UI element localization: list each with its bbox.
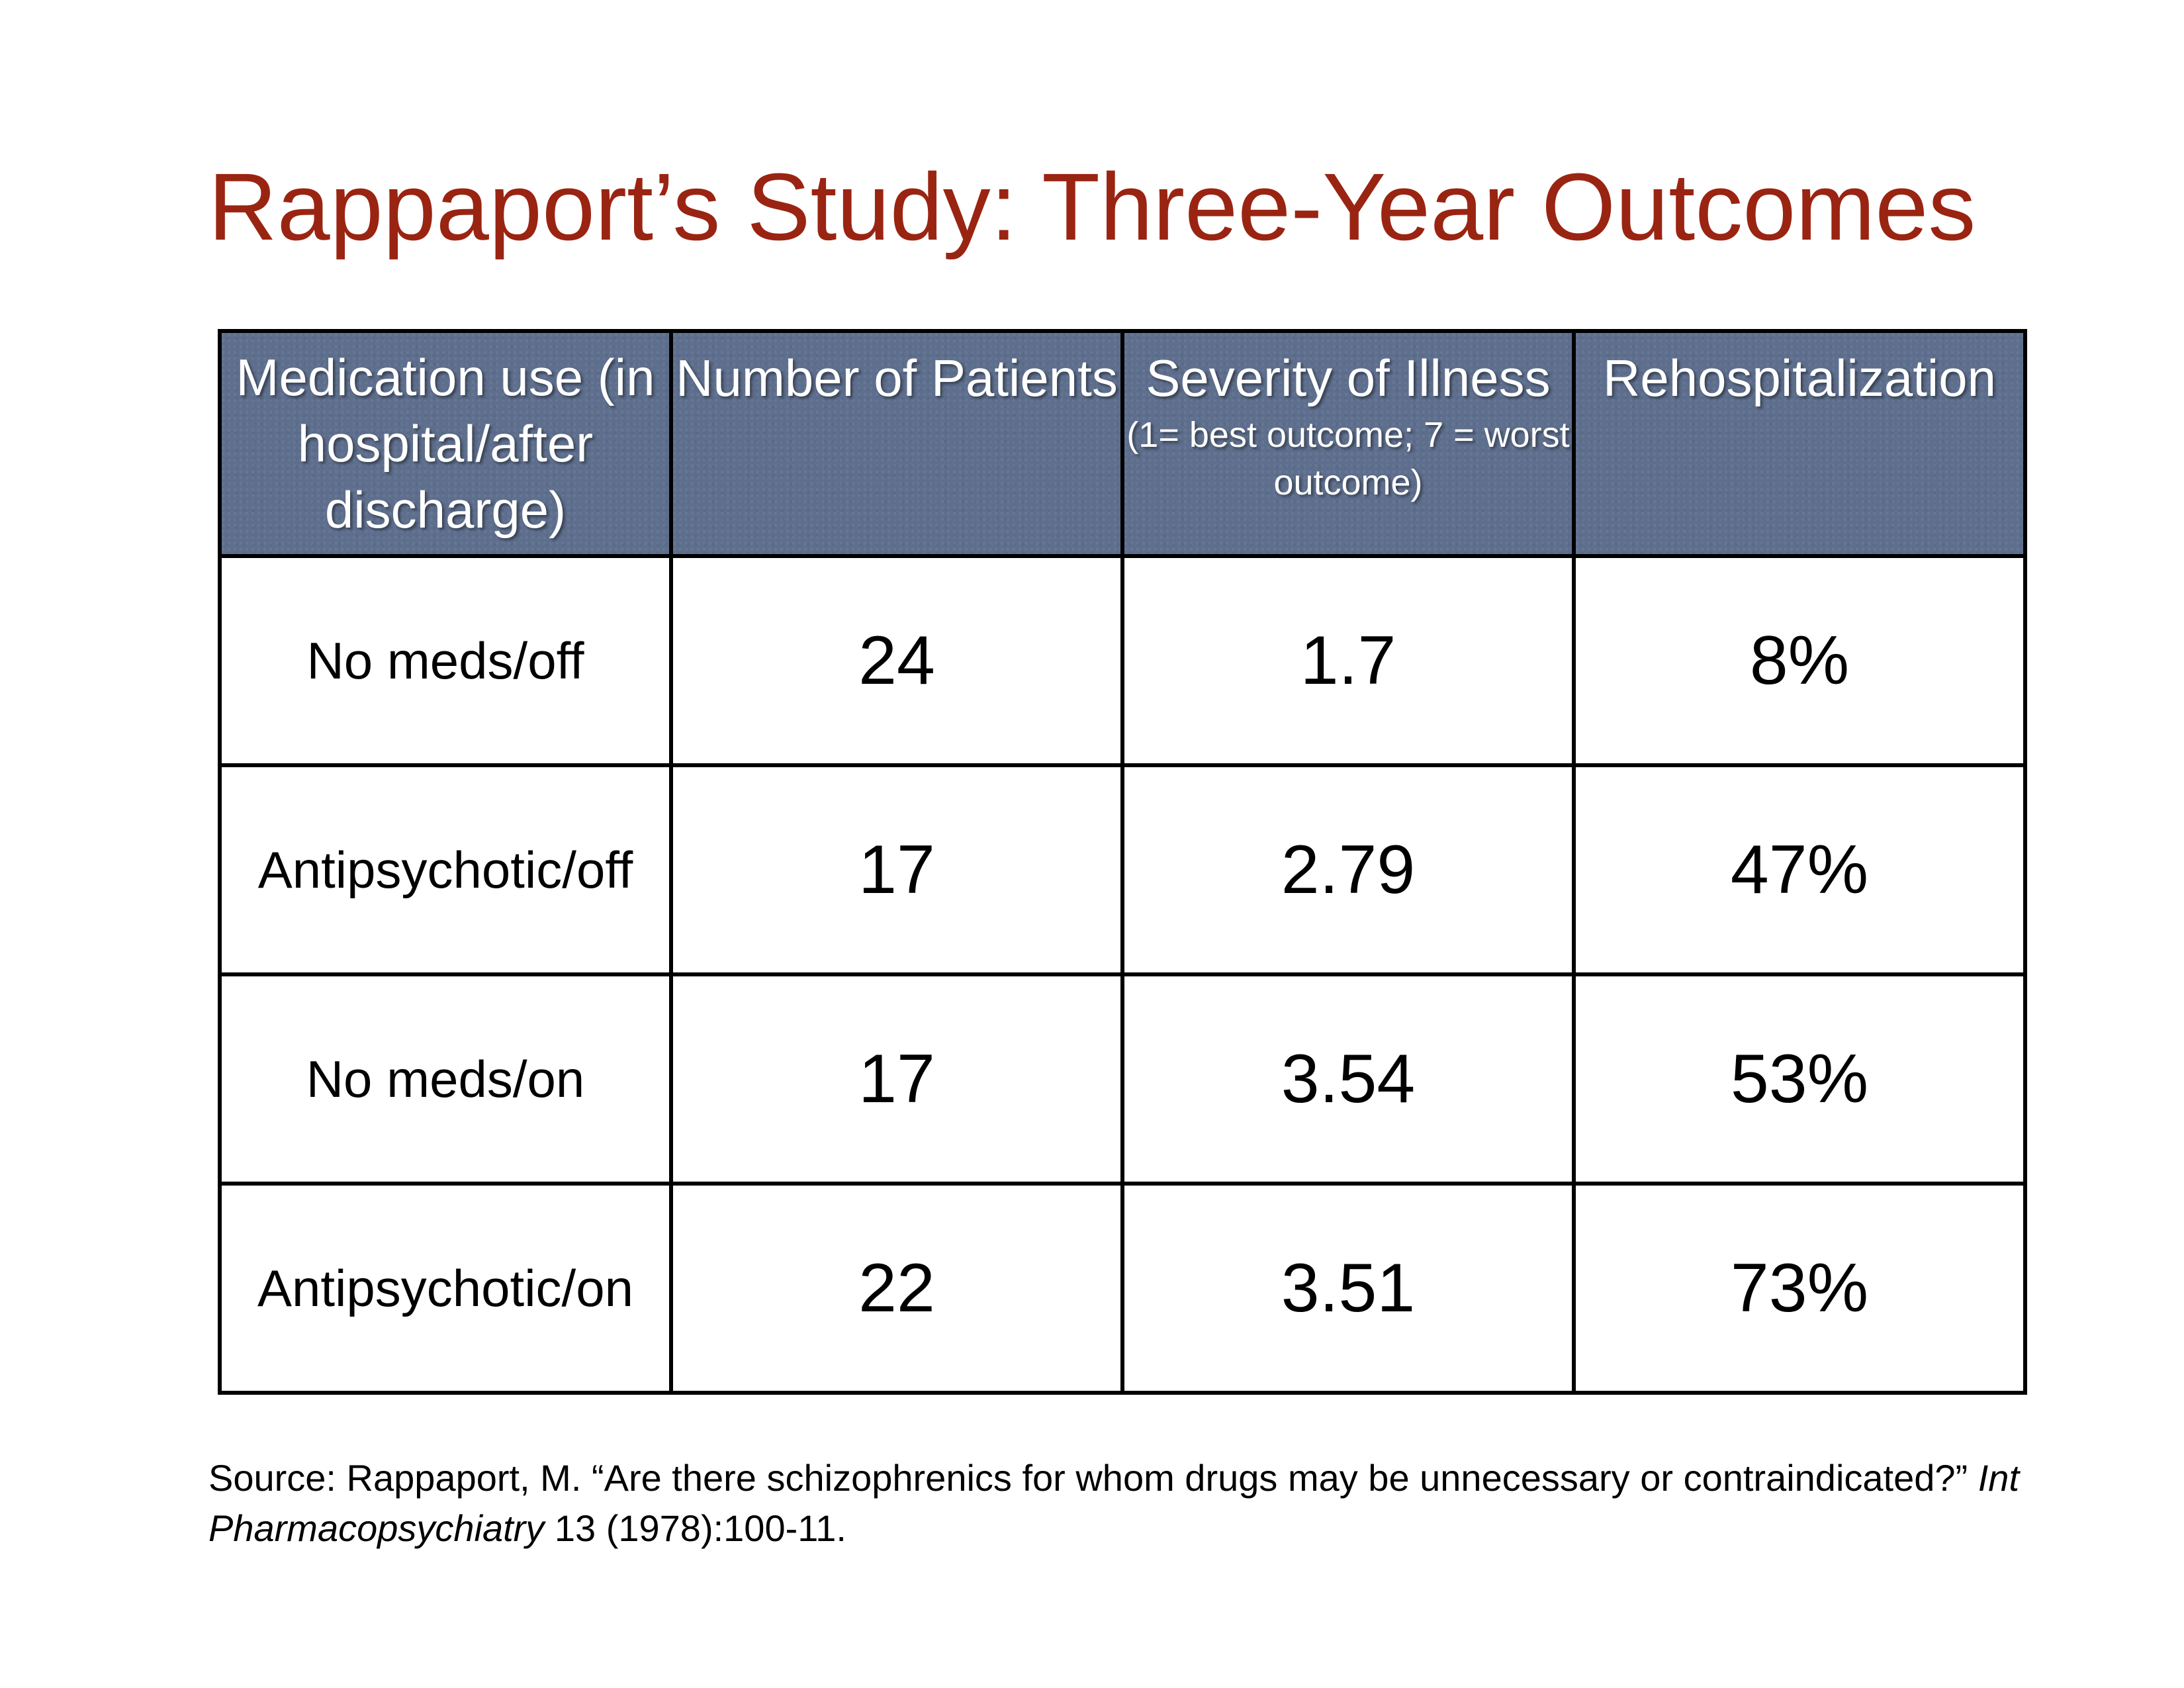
- severity-cell: 2.79: [1120, 763, 1576, 976]
- patients-cell: 17: [669, 763, 1124, 976]
- table-row: No meds/on 17 3.54 53%: [218, 972, 2027, 1186]
- source-citation: Source: Rappaport, M. “Are there schizop…: [208, 1453, 2062, 1554]
- outcomes-table: Medication use (in hospital/after discha…: [218, 329, 2027, 1395]
- medication-cell: No meds/on: [218, 972, 673, 1186]
- medication-cell: Antipsychotic/off: [218, 763, 673, 976]
- severity-cell: 3.51: [1120, 1182, 1576, 1395]
- source-prefix: Source: Rappaport, M. “Are there schizop…: [208, 1457, 1978, 1499]
- severity-cell: 1.7: [1120, 554, 1576, 767]
- rehospitalization-cell: 73%: [1572, 1182, 2027, 1395]
- table-header: Medication use (in hospital/after discha…: [218, 329, 2027, 558]
- header-rehospitalization: Rehospitalization: [1572, 329, 2027, 558]
- rehospitalization-cell: 8%: [1572, 554, 2027, 767]
- patients-cell: 24: [669, 554, 1124, 767]
- severity-cell: 3.54: [1120, 972, 1576, 1186]
- medication-cell: No meds/off: [218, 554, 673, 767]
- patients-cell: 22: [669, 1182, 1124, 1395]
- header-number-of-patients-label: Number of Patients: [676, 349, 1118, 407]
- source-suffix: 13 (1978):100-11.: [544, 1507, 846, 1549]
- header-medication-use-label: Medication use (in hospital/after discha…: [236, 348, 655, 539]
- header-severity-of-illness-label: Severity of Illness: [1146, 349, 1551, 407]
- table-row: Antipsychotic/off 17 2.79 47%: [218, 763, 2027, 976]
- header-severity-scale-note: (1= best outcome; 7 = worst outcome): [1126, 415, 1570, 502]
- medication-cell: Antipsychotic/on: [218, 1182, 673, 1395]
- header-rehospitalization-label: Rehospitalization: [1602, 349, 1997, 407]
- table-body: No meds/off 24 1.7 8% Antipsychotic/off …: [218, 554, 2027, 1395]
- slide-title: Rappaport’s Study: Three-Year Outcomes: [208, 154, 1976, 260]
- rehospitalization-cell: 47%: [1572, 763, 2027, 976]
- header-row: Medication use (in hospital/after discha…: [218, 329, 2027, 558]
- header-medication-use: Medication use (in hospital/after discha…: [218, 329, 673, 558]
- header-severity-of-illness: Severity of Illness (1= best outcome; 7 …: [1120, 329, 1576, 558]
- source-journal: Int Pharmacopsychiatry: [208, 1457, 2019, 1549]
- table-row: No meds/off 24 1.7 8%: [218, 554, 2027, 767]
- rehospitalization-cell: 53%: [1572, 972, 2027, 1186]
- patients-cell: 17: [669, 972, 1124, 1186]
- header-number-of-patients: Number of Patients: [669, 329, 1124, 558]
- table-row: Antipsychotic/on 22 3.51 73%: [218, 1182, 2027, 1395]
